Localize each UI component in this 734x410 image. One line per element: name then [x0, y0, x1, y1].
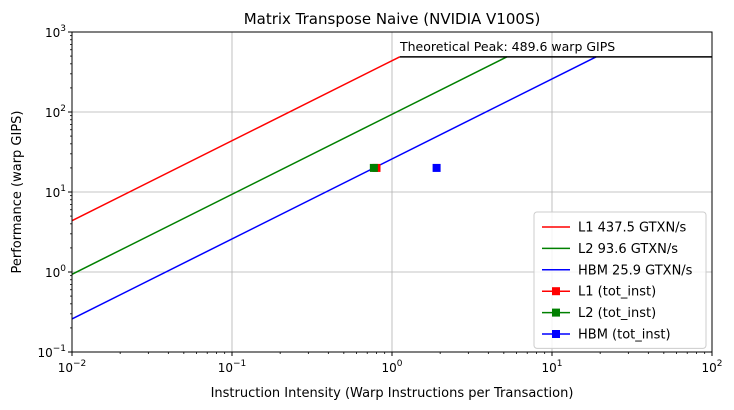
x-tick-label-exp: −2	[73, 359, 86, 369]
x-tick-label-base: 10	[381, 361, 396, 375]
y-tick-label: 10−1	[37, 344, 66, 360]
y-tick-label-base: 10	[45, 26, 60, 40]
y-tick-label-exp: 1	[60, 184, 66, 194]
legend-label: L1 437.5 GTXN/s	[578, 221, 687, 236]
legend-marker	[552, 308, 560, 317]
x-axis-label: Instruction Intensity (Warp Instructions…	[211, 386, 574, 401]
legend-box	[533, 211, 707, 349]
legend: L1 437.5 GTXN/s L2 93.6 GTXN/s HBM 25.9 GT…	[533, 211, 707, 349]
roof-line	[71, 56, 401, 222]
y-tick-label-base: 10	[45, 266, 60, 280]
roof-line	[71, 56, 508, 275]
y-tick-label: 101	[45, 184, 66, 200]
y-tick-label: 103	[45, 24, 66, 40]
point-marker	[432, 163, 441, 172]
x-axis-ticks: 10−2 10−1 100 101 102	[58, 352, 723, 375]
legend-marker	[552, 287, 560, 296]
y-tick-label-exp: 2	[60, 104, 66, 114]
x-tick-label: 101	[541, 359, 562, 375]
point-marker	[369, 163, 378, 172]
x-tick-label-exp: 0	[397, 359, 403, 369]
legend-label: HBM (tot_inst)	[578, 328, 671, 343]
data-points	[369, 163, 441, 172]
y-tick-label: 102	[45, 104, 66, 120]
x-tick-label-exp: 2	[717, 359, 723, 369]
y-axis-label: Performance (warp GIPS)	[10, 111, 25, 274]
legend-label: L1 (tot_inst)	[578, 285, 656, 300]
legend-label: HBM 25.9 GTXN/s	[578, 263, 693, 278]
y-tick-label-exp: 0	[60, 264, 66, 274]
x-tick-label-base: 10	[701, 361, 716, 375]
x-tick-label-exp: −1	[233, 359, 246, 369]
x-tick-label: 102	[701, 359, 722, 375]
y-tick-label-base: 10	[37, 346, 52, 360]
y-tick-label-exp: −1	[53, 344, 66, 354]
x-tick-label-exp: 1	[557, 359, 563, 369]
peak-label: Theoretical Peak: 489.6 warp GIPS	[399, 39, 615, 54]
x-tick-label: 100	[381, 359, 402, 375]
x-tick-label-base: 10	[58, 361, 73, 375]
y-tick-label-base: 10	[45, 106, 60, 120]
x-tick-label: 10−1	[218, 359, 247, 375]
legend-label: L2 (tot_inst)	[578, 306, 656, 321]
y-tick-label: 100	[45, 264, 66, 280]
y-tick-label-base: 10	[45, 186, 60, 200]
roof-lines	[71, 56, 597, 320]
legend-marker	[552, 330, 560, 338]
y-tick-label-exp: 3	[60, 24, 66, 34]
legend-label: L2 93.6 GTXN/s	[578, 242, 678, 257]
x-tick-label: 10−2	[58, 359, 87, 375]
x-tick-label-base: 10	[218, 361, 233, 375]
x-tick-label-base: 10	[541, 361, 556, 375]
chart-title: Matrix Transpose Naive (NVIDIA V100S)	[244, 10, 541, 28]
roof-line	[71, 56, 597, 320]
